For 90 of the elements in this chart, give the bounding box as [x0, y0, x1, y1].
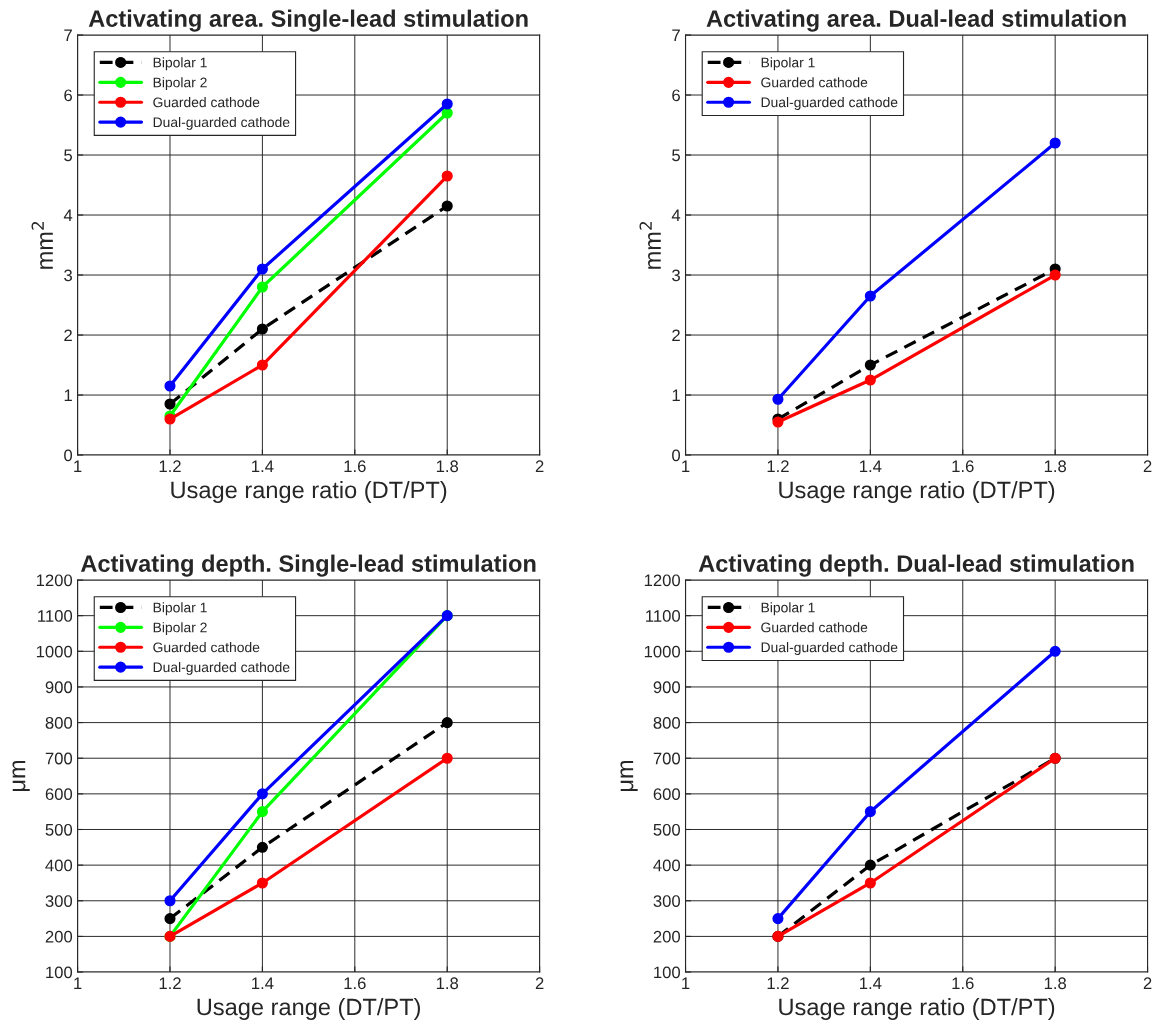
- x-tick-label: 2: [535, 460, 544, 472]
- legend-label: Bipolar 2: [153, 77, 207, 91]
- legend-label: Guarded cathode: [761, 622, 868, 633]
- y-tick-label: 700: [653, 752, 681, 765]
- y-tick-label: 0: [64, 449, 73, 462]
- x-tick-label: 1.8: [436, 977, 459, 990]
- legend-label: Bipolar 1: [153, 57, 207, 71]
- y-tick-label: 2: [672, 329, 680, 342]
- y-tick-label: 2: [64, 329, 72, 342]
- chart-title: Activating area. Dual-lead stimulation: [706, 9, 1126, 32]
- y-tick-label: 900: [45, 681, 73, 694]
- x-tick-label: 2: [535, 977, 544, 989]
- y-axis-title: μm: [12, 760, 30, 792]
- legend-label: Guarded cathode: [761, 77, 868, 88]
- x-tick-label: 2: [1143, 460, 1152, 472]
- x-tick-label: 1.2: [159, 977, 181, 989]
- x-tick-label: 1.6: [952, 977, 974, 990]
- y-tick-label: 400: [45, 859, 73, 872]
- legend-label: Dual-guarded cathode: [153, 116, 290, 130]
- y-tick-label: 0: [672, 449, 681, 462]
- y-tick-label: 800: [45, 716, 73, 729]
- legend-label: Bipolar 1: [761, 602, 815, 616]
- legend-label: Dual-guarded cathode: [761, 97, 898, 110]
- y-tick-label: 200: [653, 930, 681, 943]
- x-tick-label: 1.8: [1044, 977, 1067, 990]
- y-tick-label: 500: [653, 823, 681, 836]
- x-tick-label: 1.4: [860, 460, 882, 472]
- y-axis-title: μm: [620, 760, 638, 792]
- x-tick-label: 1.2: [767, 460, 789, 472]
- y-tick-label: 900: [653, 681, 681, 694]
- x-tick-label: 1.6: [952, 460, 974, 473]
- y-tick-label: 3: [64, 269, 72, 282]
- y-tick-label: 1200: [36, 574, 73, 587]
- y-tick-label: 800: [653, 716, 681, 729]
- y-tick-label: 200: [45, 930, 73, 943]
- x-axis-title: Usage range (DT/PT): [197, 998, 420, 1021]
- x-tick-label: 1.2: [159, 460, 181, 472]
- y-tick-label: 700: [45, 752, 73, 765]
- y-tick-label: 6: [64, 89, 72, 102]
- chart-title: Activating depth. Dual-lead stimulation: [698, 554, 1134, 577]
- x-tick-label: 1.2: [767, 977, 789, 989]
- x-tick-label: 2: [1143, 977, 1152, 989]
- y-tick-label: 1000: [644, 645, 681, 658]
- x-tick-label: 1.6: [344, 977, 366, 990]
- x-tick-label: 1.4: [860, 977, 882, 989]
- y-tick-label: 3: [672, 269, 680, 282]
- y-tick-label: 600: [45, 788, 73, 801]
- x-tick-label: 1: [682, 460, 690, 472]
- y-tick-label: 1000: [36, 645, 73, 658]
- y-tick-label: 5: [64, 149, 73, 162]
- y-tick-label: 600: [653, 788, 681, 801]
- y-tick-label: 7: [64, 29, 72, 42]
- legend-label: Bipolar 1: [761, 57, 815, 71]
- x-tick-label: 1.8: [1044, 460, 1067, 473]
- y-tick-label: 1100: [38, 610, 73, 622]
- y-tick-label: 300: [45, 895, 73, 907]
- y-tick-label: 100: [46, 966, 73, 979]
- x-tick-label: 1: [74, 460, 82, 472]
- x-tick-label: 1.4: [252, 460, 274, 472]
- x-axis-title: Usage range ratio (DT/PT): [779, 998, 1055, 1021]
- legend-label: Dual-guarded cathode: [761, 642, 898, 655]
- chart-title: Activating area. Single-lead stimulation: [88, 9, 528, 32]
- y-axis-title: mm$^{2}$: [31, 221, 53, 269]
- y-tick-label: 5: [672, 149, 680, 162]
- y-tick-label: 4: [671, 209, 681, 222]
- x-tick-label: 1: [682, 977, 690, 989]
- legend-label: Dual-guarded cathode: [153, 661, 290, 675]
- y-axis-title: mm$^{2}$: [639, 221, 661, 269]
- y-tick-label: 300: [653, 895, 681, 907]
- y-tick-label: 1: [672, 389, 680, 402]
- y-tick-label: 1100: [646, 610, 681, 622]
- x-tick-label: 1: [74, 977, 82, 989]
- y-tick-label: 1200: [644, 574, 681, 587]
- y-tick-label: 1: [64, 389, 72, 402]
- chart-title: Activating depth. Single-lead stimulation: [80, 554, 536, 577]
- y-tick-label: 6: [672, 89, 680, 102]
- legend-label: Guarded cathode: [153, 97, 260, 108]
- legend-label: Guarded cathode: [153, 642, 260, 653]
- y-tick-label: 100: [654, 966, 681, 979]
- y-tick-label: 500: [45, 823, 73, 836]
- x-tick-label: 1.8: [436, 460, 459, 473]
- x-tick-label: 1.6: [344, 460, 366, 473]
- x-tick-label: 1.4: [252, 977, 274, 989]
- x-axis-title: Usage range ratio (DT/PT): [779, 480, 1055, 503]
- y-tick-label: 4: [63, 209, 73, 222]
- y-tick-label: 7: [672, 29, 680, 42]
- y-tick-label: 400: [653, 859, 681, 872]
- legend-label: Bipolar 2: [153, 622, 207, 636]
- legend-label: Bipolar 1: [153, 602, 207, 616]
- x-axis-title: Usage range ratio (DT/PT): [171, 480, 447, 503]
